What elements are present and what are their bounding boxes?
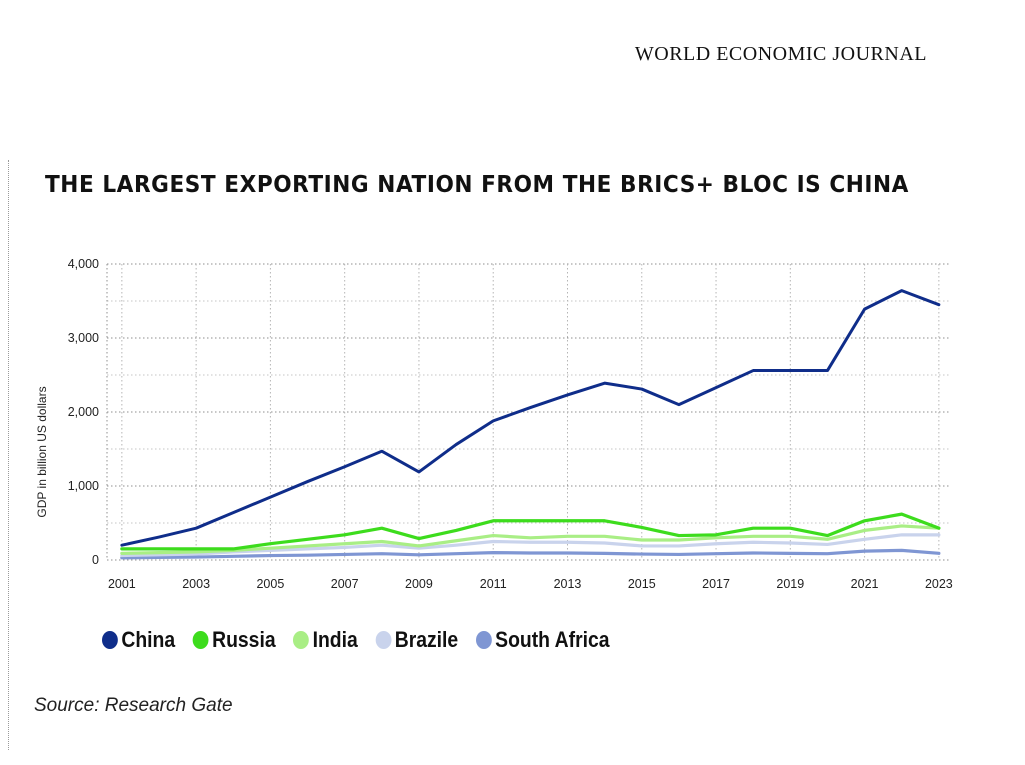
series-line-south-africa xyxy=(120,548,941,560)
legend: China Russia India Brazile South Africa xyxy=(102,627,610,653)
axes: 0 1,000 2,000 3,000 4,000 2001 2003 2005 2007 200… xyxy=(68,257,953,591)
y-tick-label: 1,000 xyxy=(68,479,99,493)
legend-label: China xyxy=(121,627,176,652)
x-tick-label: 2009 xyxy=(405,577,433,591)
x-tick-label: 2019 xyxy=(776,577,804,591)
legend-label: Russia xyxy=(212,627,276,652)
legend-item-russia: Russia xyxy=(192,627,276,653)
legend-item-south-africa: South Africa xyxy=(475,627,610,653)
y-tick-label: 2,000 xyxy=(68,405,99,419)
chart-title: THE LARGEST EXPORTING NATION FROM THE BR… xyxy=(45,170,909,198)
x-tick-label: 2011 xyxy=(480,577,507,591)
journal-name: WORLD ECONOMIC JOURNAL xyxy=(634,43,927,65)
x-tick-label: 2003 xyxy=(182,577,210,591)
series-lines xyxy=(120,289,941,560)
source-note: Source: Research Gate xyxy=(34,695,233,716)
x-tick-label: 2005 xyxy=(256,577,284,591)
grid xyxy=(106,263,950,561)
x-tick-label: 2023 xyxy=(925,577,953,591)
y-tick-label: 0 xyxy=(92,553,99,567)
legend-label: India xyxy=(312,627,358,652)
legend-item-india: India xyxy=(293,627,358,653)
legend-swatch xyxy=(192,631,209,649)
x-tick-label: 2007 xyxy=(331,577,359,591)
series-line-russia xyxy=(120,512,941,551)
legend-label: South Africa xyxy=(495,627,610,652)
x-tick-label: 2001 xyxy=(108,577,136,591)
series-line-india xyxy=(120,524,941,555)
legend-label: Brazile xyxy=(394,627,459,652)
legend-swatch xyxy=(375,631,392,649)
legend-item-brazile: Brazile xyxy=(375,627,458,653)
x-tick-label: 2013 xyxy=(554,577,582,591)
y-axis-title: GDP in billion US dollars xyxy=(35,386,49,517)
legend-item-china: China xyxy=(102,627,175,653)
x-tick-label: 2021 xyxy=(851,577,879,591)
legend-swatch xyxy=(293,631,310,649)
legend-swatch xyxy=(475,631,492,649)
x-tick-label: 2017 xyxy=(702,577,730,591)
legend-swatch xyxy=(102,631,118,649)
left-dotted-rule xyxy=(8,160,9,750)
series-line-brazile xyxy=(120,533,941,558)
line-chart: 0 1,000 2,000 3,000 4,000 2001 2003 2005 2007 200… xyxy=(35,257,953,591)
series-line-china xyxy=(120,289,941,547)
x-tick-label: 2015 xyxy=(628,577,656,591)
y-tick-label: 4,000 xyxy=(68,257,99,271)
y-tick-label: 3,000 xyxy=(68,331,99,345)
